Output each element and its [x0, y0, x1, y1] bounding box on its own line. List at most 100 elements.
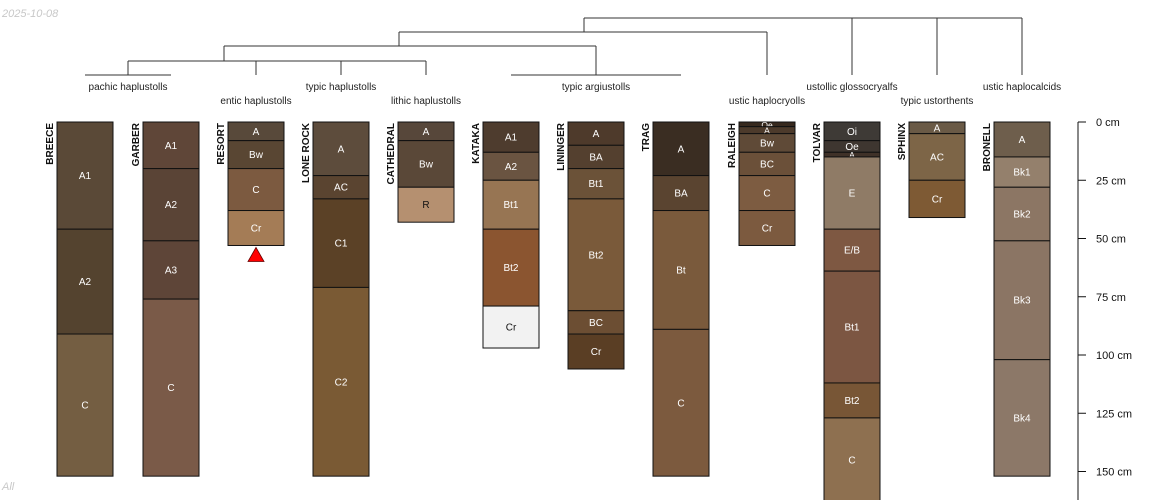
profile-name: TOLVAR	[812, 122, 823, 162]
horizon-label: C	[81, 401, 88, 412]
soil-profile: A Bk1 Bk2 Bk3 Bk4 BRONELL	[982, 121, 1051, 477]
horizon-label: BA	[674, 189, 688, 200]
horizon-label: AC	[930, 152, 944, 163]
horizon-label: Bt2	[588, 250, 603, 261]
soil-profile: A1 A2 A3 C GARBER	[131, 121, 200, 477]
horizon-layer	[908, 133, 966, 181]
profile-name: TRAG	[641, 123, 652, 152]
horizon-label: Bk1	[1013, 168, 1031, 179]
horizon-layer	[652, 328, 710, 477]
horizon-label: C	[848, 455, 855, 466]
horizon-label: Bk2	[1013, 210, 1031, 221]
axis-tick-label: 100 cm	[1096, 350, 1132, 362]
soil-profile: A1 A2 C BREECE	[45, 121, 114, 477]
horizon-label: E	[849, 189, 856, 200]
horizon-label: A1	[165, 141, 178, 152]
horizon-label: Bt1	[588, 179, 603, 190]
soil-profile: A1 A2 Bt1 Bt2 Cr KATAKA	[471, 121, 540, 349]
group-label: typic argiustolls	[562, 82, 630, 93]
axis-tick-label: 50 cm	[1096, 234, 1126, 246]
horizon-layer	[652, 210, 710, 330]
horizon-label: C	[167, 383, 174, 394]
soil-profile: A Bw C Cr RESORT	[216, 121, 285, 262]
horizon-layer	[142, 298, 200, 477]
horizon-label: Bw	[249, 150, 264, 161]
horizon-label: C	[763, 189, 770, 200]
horizon-layer	[482, 228, 540, 307]
axis-tick-label: 75 cm	[1096, 292, 1126, 304]
horizon-layer	[227, 210, 285, 246]
horizon-label: Cr	[762, 224, 773, 235]
profile-name: GARBER	[131, 122, 142, 166]
horizon-label: Bw	[760, 138, 775, 149]
horizon-layer	[993, 186, 1051, 242]
horizon-layer	[993, 121, 1051, 158]
horizon-layer	[823, 156, 881, 230]
horizon-label: A1	[79, 171, 92, 182]
horizon-layer	[738, 175, 796, 212]
horizon-layer	[56, 333, 114, 477]
horizon-layer	[482, 121, 540, 153]
horizon-layer	[397, 186, 455, 223]
group-label: typic haplustolls	[306, 82, 377, 93]
horizon-label: R	[422, 200, 429, 211]
horizon-label: A	[253, 127, 260, 138]
horizon-label: BC	[589, 318, 603, 329]
horizon-label: Bt2	[503, 263, 518, 274]
horizon-label: C2	[335, 377, 348, 388]
horizon-label: C	[252, 185, 259, 196]
horizon-label: A2	[505, 162, 518, 173]
horizon-layer	[142, 168, 200, 242]
horizon-label: Cr	[932, 194, 943, 205]
horizon-layer	[738, 210, 796, 246]
horizon-layer	[142, 121, 200, 170]
profile-name: LONE ROCK	[301, 122, 312, 183]
group-label: ustic haplocalcids	[983, 82, 1061, 93]
horizon-layer	[227, 140, 285, 170]
horizon-label: Bk3	[1013, 296, 1031, 307]
horizon-layer	[823, 228, 881, 272]
horizon-layer	[397, 140, 455, 188]
horizon-label: A	[934, 123, 941, 134]
horizon-layer	[652, 175, 710, 212]
horizon-label: C1	[335, 239, 348, 250]
horizon-label: A3	[165, 265, 178, 276]
horizon-layer	[56, 121, 114, 230]
group-label: ustic haplocryolls	[729, 96, 805, 107]
horizon-layer	[312, 121, 370, 177]
profile-name: KATAKA	[471, 123, 482, 164]
horizon-label: A2	[165, 200, 178, 211]
horizon-layer	[823, 382, 881, 419]
horizon-label: BC	[760, 159, 774, 170]
group-label: ustollic glossocryalfs	[806, 82, 897, 93]
profile-name: RALEIGH	[727, 123, 738, 168]
horizon-label: A	[423, 127, 430, 138]
horizon-layer	[312, 198, 370, 288]
horizon-layer	[908, 179, 966, 219]
depth-axis: 0 cm 25 cm 50 cm 75 cm 100 cm 125 cm 150 cm	[1077, 117, 1132, 500]
group-label: typic ustorthents	[901, 96, 974, 107]
horizon-layer	[482, 305, 540, 349]
soil-profile: A AC C1 C2 LONE ROCK	[301, 121, 370, 477]
horizon-label: Cr	[506, 323, 517, 334]
subset-label: All	[2, 481, 15, 493]
profile-name: RESORT	[216, 123, 227, 165]
profile-name: CATHEDRAL	[386, 123, 397, 184]
horizon-layer	[993, 156, 1051, 188]
horizon-layer	[823, 270, 881, 384]
date-stamp: 2025-10-08	[2, 8, 59, 20]
horizon-layer	[312, 286, 370, 477]
horizon-layer	[993, 240, 1051, 361]
taxonomic-group-labels: pachic haplustolls entic haplustolls typic…	[89, 82, 1062, 107]
horizon-label: A	[338, 144, 345, 155]
horizon-label: Bt	[676, 265, 686, 276]
horizon-layer	[993, 359, 1051, 477]
horizon-label: Cr	[591, 347, 602, 358]
profile-name: LININGER	[556, 122, 567, 171]
axis-tick-label: 0 cm	[1096, 117, 1120, 129]
horizon-label: E/B	[844, 246, 860, 257]
axis-tick-label: 150 cm	[1096, 467, 1132, 479]
profile-name: BRONELL	[982, 123, 993, 171]
group-label: lithic haplustolls	[391, 96, 461, 107]
